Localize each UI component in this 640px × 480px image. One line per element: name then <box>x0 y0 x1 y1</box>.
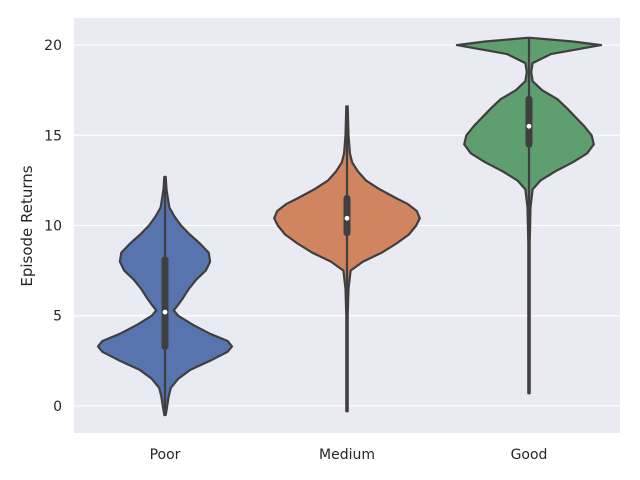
y-tick-label: 5 <box>53 309 62 325</box>
x-tick-label: Medium <box>319 447 375 463</box>
violin-median-point <box>344 215 350 221</box>
violin-median-point <box>162 309 168 315</box>
x-tick-label: Poor <box>150 447 181 463</box>
y-tick-labels: 0 5 10 15 20 <box>44 38 62 415</box>
violin-median-point <box>526 123 532 129</box>
y-axis-title: Episode Returns <box>18 165 36 286</box>
y-tick-label: 10 <box>44 219 62 235</box>
x-tick-label: Good <box>511 447 548 463</box>
x-tick-labels: Poor Medium Good <box>150 447 548 463</box>
y-tick-label: 0 <box>53 399 62 415</box>
y-tick-label: 20 <box>44 38 62 54</box>
y-tick-label: 15 <box>44 128 62 144</box>
violins <box>96 36 603 417</box>
